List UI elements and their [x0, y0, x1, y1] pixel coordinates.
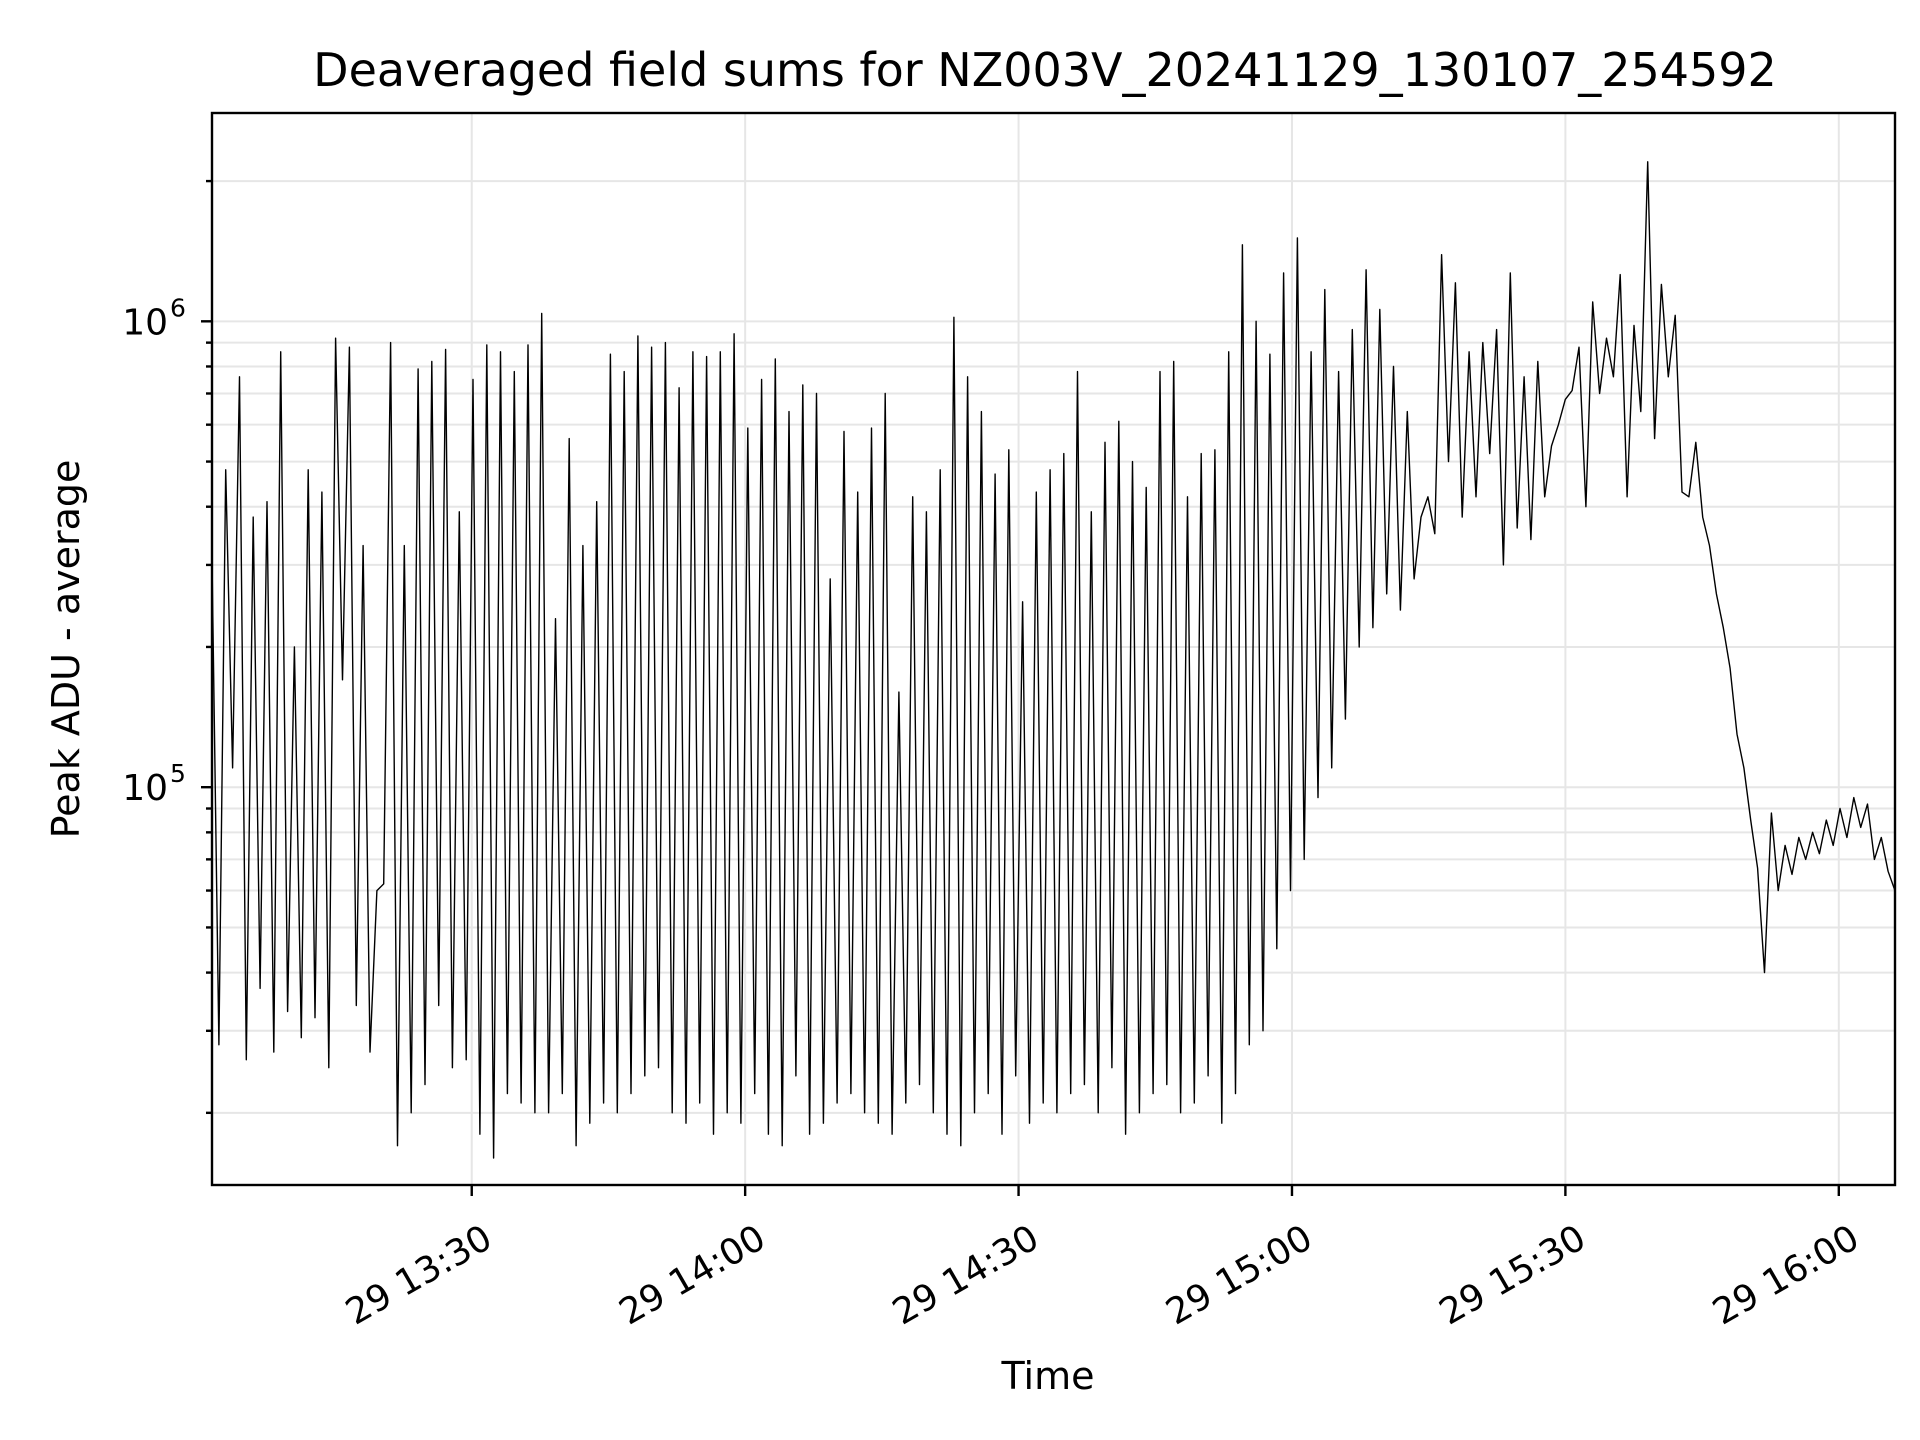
y-tick-label-base: 10 — [122, 302, 168, 343]
chart-title: Deaveraged field sums for NZ003V_2024112… — [313, 43, 1777, 97]
y-axis-label: Peak ADU - average — [44, 460, 88, 839]
y-tick-label-exponent: 5 — [170, 759, 186, 788]
series-line — [211, 161, 1896, 1159]
y-tick-label-exponent: 6 — [170, 293, 186, 322]
plot-frame — [210, 111, 1897, 1187]
series-layer — [211, 161, 1896, 1159]
x-axis-label: Time — [1001, 1354, 1095, 1398]
y-tick-label: 10 6 — [122, 293, 186, 343]
y-tick-label-base: 10 — [122, 768, 168, 809]
y-tick-label: 10 5 — [122, 759, 186, 809]
